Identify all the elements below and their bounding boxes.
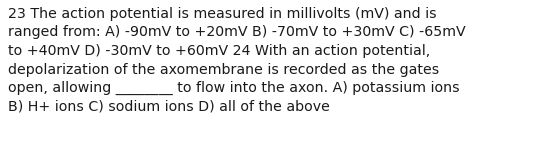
Text: 23 The action potential is measured in millivolts (mV) and is
ranged from: A) -9: 23 The action potential is measured in m… (8, 7, 466, 114)
